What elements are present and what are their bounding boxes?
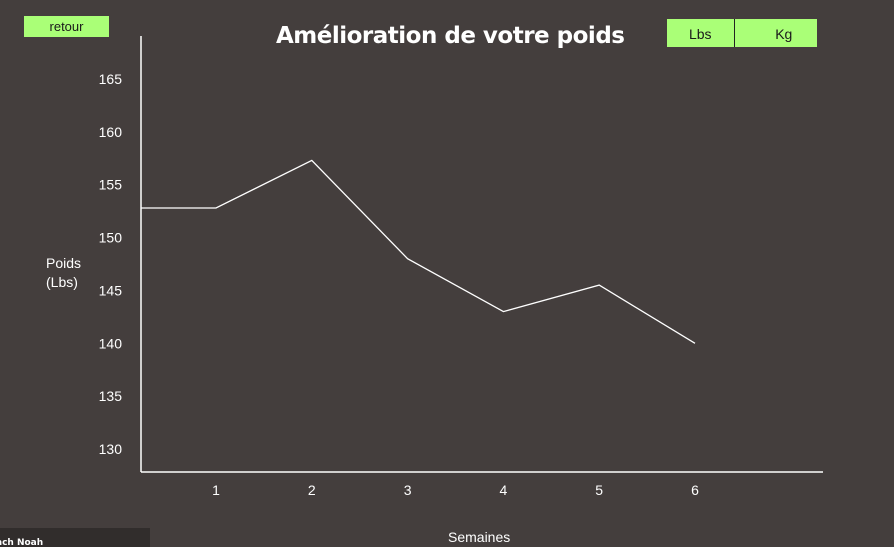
y-axis-label-line1: Poids	[46, 255, 82, 271]
y-tick-label: 165	[99, 71, 123, 87]
page-title: Amélioration de votre poids	[276, 23, 625, 49]
y-tick-label: 140	[99, 335, 123, 351]
unit-toggle: Lbs Kg	[667, 19, 817, 47]
y-tick-label: 155	[99, 177, 123, 193]
x-tick-labels: 1 2 3 4 5 6	[212, 482, 699, 498]
x-axis-label: Semaines	[448, 529, 511, 545]
x-tick-label: 5	[595, 482, 603, 498]
footer-bar: ach Noah	[0, 528, 150, 547]
series-line	[141, 159, 696, 344]
back-button[interactable]: retour	[24, 16, 109, 37]
y-tick-label: 130	[99, 441, 123, 457]
y-tick-labels: 130 135 140 145 150 155 160 165	[99, 71, 123, 457]
unit-divider	[733, 19, 735, 47]
unit-lbs-button[interactable]: Lbs	[688, 26, 712, 42]
unit-kg-button[interactable]: Kg	[775, 26, 793, 42]
x-tick-label: 2	[308, 482, 316, 498]
footer-text: ach Noah	[0, 538, 44, 547]
y-tick-label: 145	[99, 282, 123, 298]
x-tick-label: 3	[404, 482, 412, 498]
y-tick-label: 160	[99, 124, 123, 140]
y-axis-label-line2: (Lbs)	[46, 274, 78, 290]
y-tick-label: 150	[99, 230, 123, 246]
x-tick-label: 6	[691, 482, 699, 498]
x-tick-label: 1	[212, 482, 220, 498]
y-axis-label: Poids (Lbs)	[46, 254, 81, 292]
y-tick-label: 135	[99, 388, 123, 404]
x-tick-label: 4	[500, 482, 508, 498]
series-group	[141, 159, 696, 344]
